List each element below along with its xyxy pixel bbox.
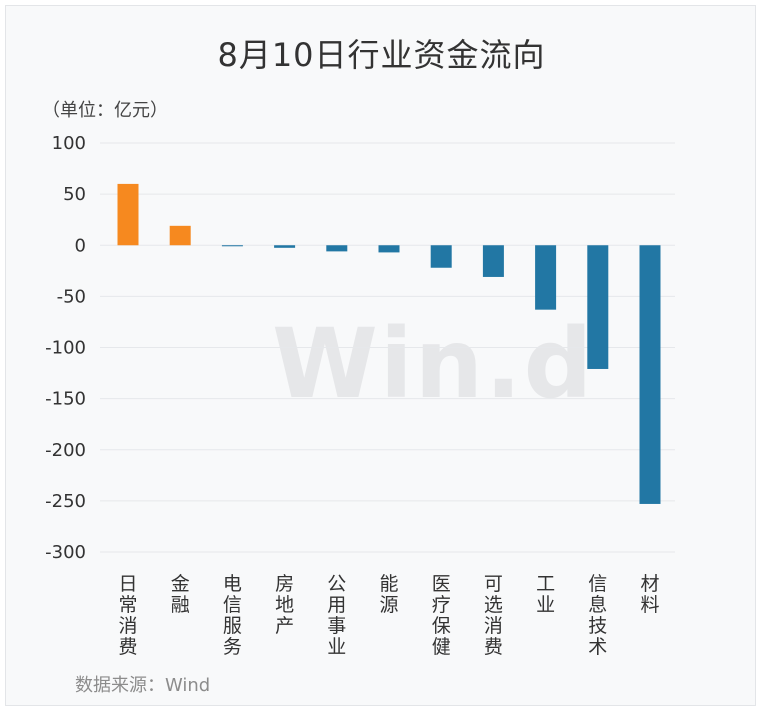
x-category-label: 公用事业 [327,573,346,658]
bar [169,225,191,246]
y-tick-label: -300 [45,542,86,563]
x-category-label: 医疗保健 [432,573,451,658]
bars [117,183,661,504]
bar [535,245,557,310]
x-category-label: 材料 [640,573,659,616]
y-tick-label: -200 [45,440,86,461]
bar [221,245,243,247]
y-tick-label: -50 [57,286,86,307]
x-category-label: 工业 [536,573,555,616]
bar [430,245,452,268]
y-tick-label: 0 [75,235,86,256]
x-category-label: 能源 [379,573,398,616]
y-tick-label: -100 [45,338,86,359]
y-tick-label: 100 [52,133,86,154]
bar [587,245,609,369]
x-category-label: 金融 [171,573,190,616]
bar [378,245,400,253]
bar [274,245,296,248]
watermark: Win.d [272,308,595,420]
x-category-label: 房地产 [275,573,294,637]
x-category-label: 可选消费 [484,573,503,658]
chart-card [5,5,756,706]
bar [639,245,661,504]
bar [482,245,504,277]
bar [326,245,348,252]
x-axis: 日常消费 金融 电信服务 房地产 公用事业 能源 医疗保健 可选消费 工业 信息技术 材料 [118,573,659,658]
grid-lines [100,142,675,553]
y-tick-label: -250 [45,491,86,512]
x-category-label: 信息技术 [588,573,607,658]
source-label: 数据来源：Wind [75,675,211,696]
bar [117,183,139,246]
unit-label: （单位：亿元） [42,100,168,121]
chart-title: 8月10日行业资金流向 [217,36,546,74]
y-axis: 100 50 0 -50 -100 -150 -200 -250 -300 [45,133,86,563]
y-tick-label: -150 [45,389,86,410]
x-category-label: 电信服务 [223,573,242,658]
y-tick-label: 50 [63,184,86,205]
x-category-label: 日常消费 [118,573,137,658]
